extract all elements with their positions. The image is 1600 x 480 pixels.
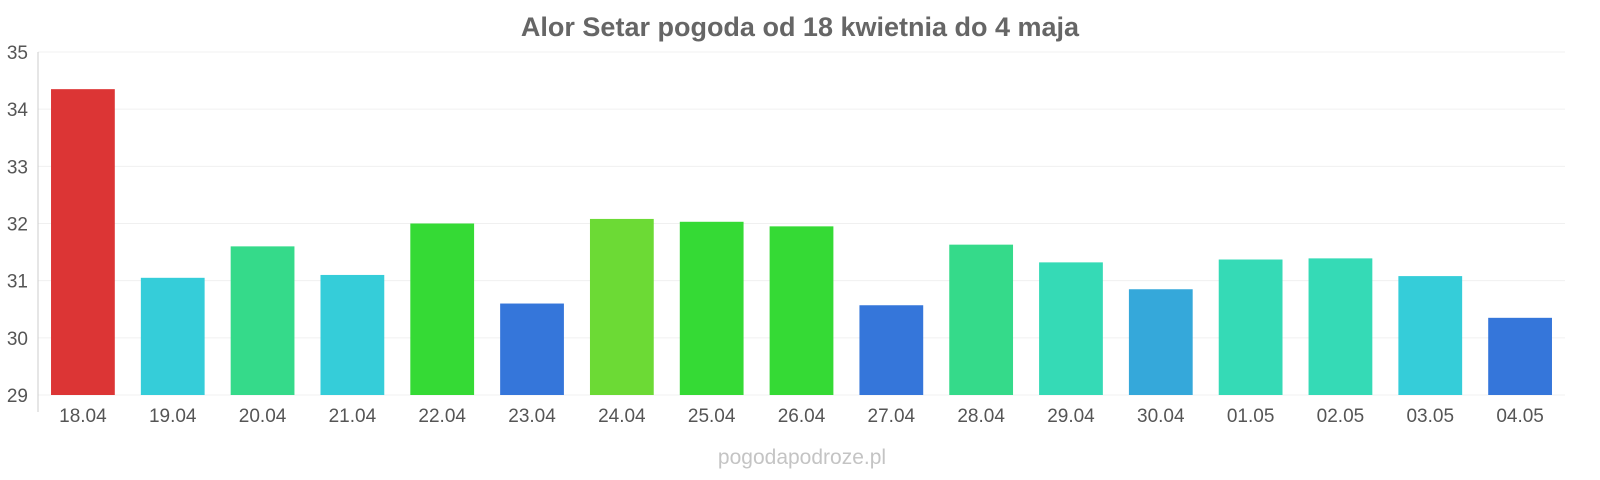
bar-27.04 xyxy=(859,305,924,395)
x-tick-label: 23.04 xyxy=(508,406,556,427)
x-tick-label: 29.04 xyxy=(1047,406,1095,427)
y-axis-ticks: 29 30 31 32 33 34 35 xyxy=(7,43,29,407)
y-tick-label: 34 xyxy=(7,100,29,121)
x-tick-label: 28.04 xyxy=(957,406,1005,427)
chart-title: Alor Setar pogoda od 18 kwietnia do 4 ma… xyxy=(521,12,1080,42)
x-tick-label: 20.04 xyxy=(239,406,287,427)
bar-26.04 xyxy=(769,226,834,395)
y-tick-label: 32 xyxy=(7,215,28,236)
x-tick-label: 01.05 xyxy=(1227,406,1275,427)
bar-02.05 xyxy=(1308,258,1373,395)
bar-03.05 xyxy=(1398,276,1463,395)
bar-21.04 xyxy=(320,274,385,395)
y-tick-label: 33 xyxy=(7,157,28,178)
x-tick-label: 26.04 xyxy=(778,406,826,427)
x-tick-label: 04.05 xyxy=(1496,406,1544,427)
x-tick-label: 21.04 xyxy=(329,406,377,427)
x-tick-label: 24.04 xyxy=(598,406,646,427)
x-axis-ticks: 18.04 19.04 20.04 21.04 22.04 23.04 24.04 25.04… xyxy=(59,406,1544,427)
watermark: pogodapodroze.pl xyxy=(718,446,886,469)
bar-30.04 xyxy=(1128,289,1193,395)
bar-28.04 xyxy=(949,244,1014,395)
bar-20.04 xyxy=(230,246,295,395)
y-tick-label: 35 xyxy=(7,43,28,64)
bar-22.04 xyxy=(410,223,475,395)
x-tick-label: 22.04 xyxy=(418,406,466,427)
bar-23.04 xyxy=(500,303,564,395)
bar-18.04 xyxy=(51,89,115,396)
x-tick-label: 18.04 xyxy=(59,406,107,427)
bar-04.05 xyxy=(1488,317,1552,395)
y-tick-label: 30 xyxy=(7,329,28,350)
bar-29.04 xyxy=(1039,262,1103,395)
x-tick-label: 02.05 xyxy=(1317,406,1365,427)
bar-01.05 xyxy=(1218,259,1283,395)
bars xyxy=(51,89,1552,396)
x-tick-label: 25.04 xyxy=(688,406,736,427)
y-tick-label: 29 xyxy=(7,386,28,407)
bar-25.04 xyxy=(679,221,744,395)
bar-19.04 xyxy=(140,277,205,395)
x-tick-label: 03.05 xyxy=(1406,406,1454,427)
y-tick-label: 31 xyxy=(7,272,28,293)
x-tick-label: 27.04 xyxy=(868,406,916,427)
x-tick-label: 30.04 xyxy=(1137,406,1185,427)
x-tick-label: 19.04 xyxy=(149,406,197,427)
bar-24.04 xyxy=(589,218,654,395)
